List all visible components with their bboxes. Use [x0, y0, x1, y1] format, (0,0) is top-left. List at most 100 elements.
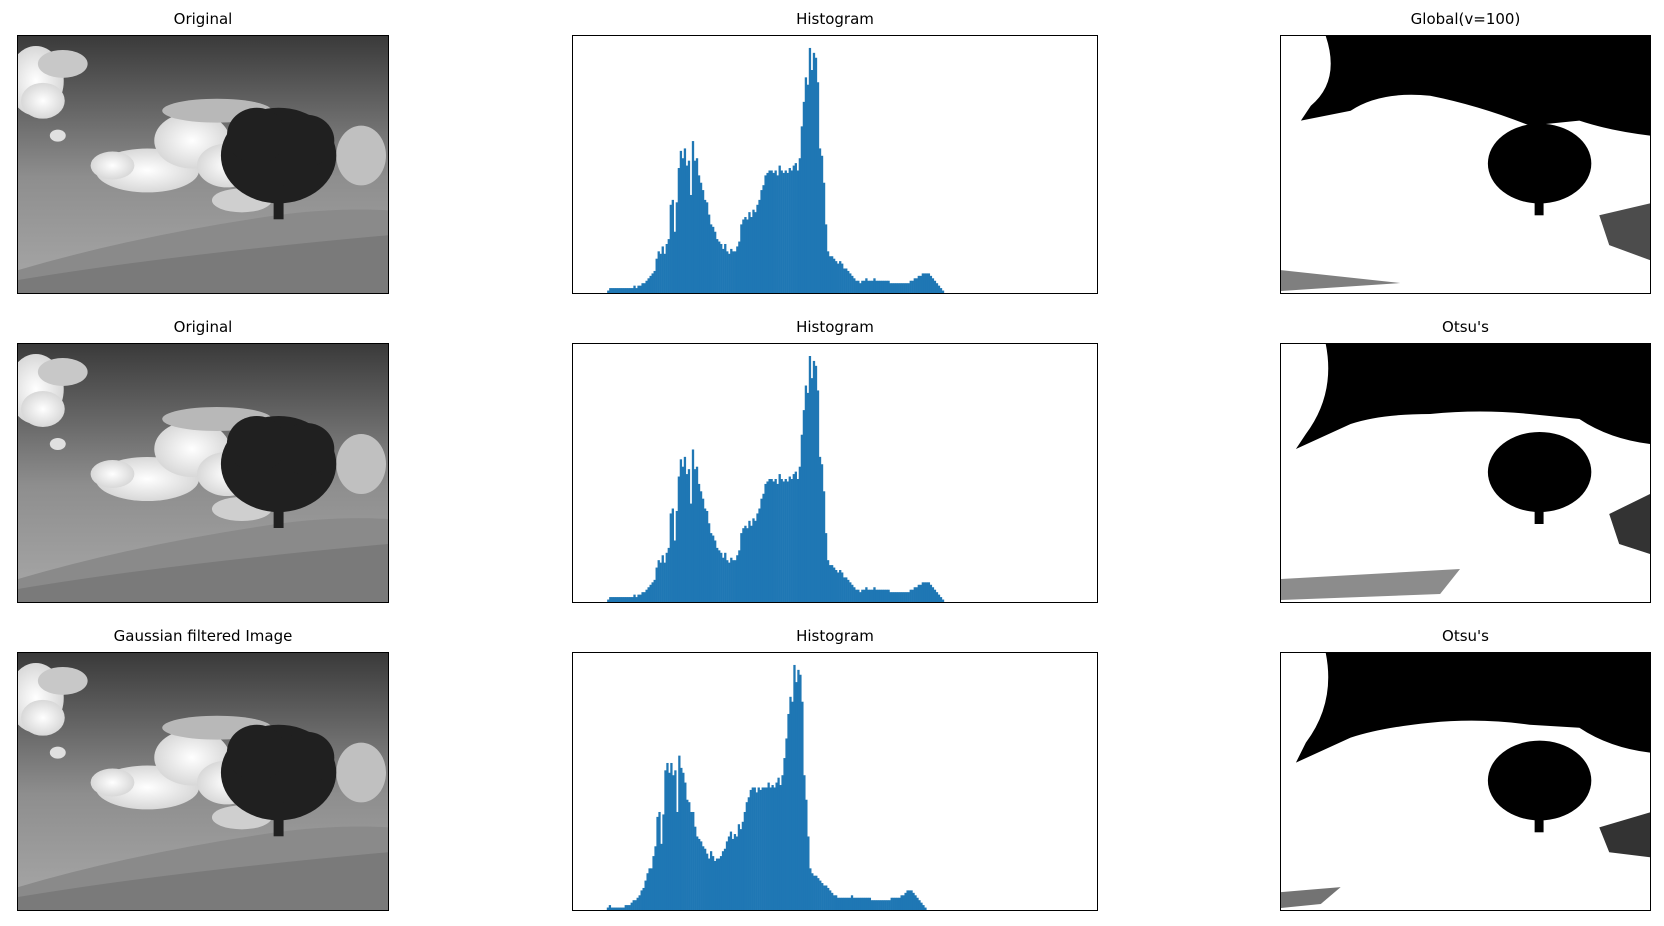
histogram-bar [743, 811, 746, 910]
histogram-bar [731, 838, 735, 910]
histogram-bar [915, 587, 918, 602]
histogram-bar [668, 772, 671, 910]
gaussian-image-panel: Gaussian filtered Image [17, 627, 389, 911]
histogram-bar [920, 902, 923, 910]
histogram-bar [700, 841, 703, 910]
histogram-bar [623, 597, 626, 602]
binary-image [1280, 35, 1651, 294]
histogram-bar [823, 885, 826, 910]
histogram-bar [739, 829, 743, 910]
histogram-bar [901, 592, 904, 602]
histogram-bar [730, 557, 733, 602]
histogram-bar [801, 701, 804, 910]
histogram-bar [657, 560, 660, 602]
histogram-bar [824, 224, 828, 293]
histogram-bar [913, 587, 916, 602]
histogram-bar [683, 148, 687, 293]
histogram-bar [646, 873, 649, 910]
histogram-bar [770, 170, 773, 293]
histogram-bar [692, 811, 695, 910]
histogram-bar [853, 587, 856, 602]
histogram-bar [795, 682, 798, 910]
histogram-bar [714, 231, 717, 293]
histogram-bar [885, 280, 888, 293]
photo-svg [18, 36, 388, 293]
histogram-bar [768, 170, 771, 293]
histogram-bar [640, 890, 643, 910]
histogram-bar [869, 589, 872, 602]
original-image-panel-1: Original [17, 10, 389, 294]
histogram-bar [742, 528, 745, 602]
histogram-bar [794, 471, 797, 602]
histogram-bar [641, 283, 644, 293]
panel-title: Original [173, 10, 233, 28]
histogram-bar [812, 52, 816, 293]
histogram-bar [818, 456, 822, 602]
histogram-bar [865, 587, 868, 602]
panel-title: Otsu's [1442, 318, 1489, 336]
histogram-bar [911, 589, 914, 602]
histogram-bar [813, 875, 816, 910]
histogram-bar [752, 518, 755, 602]
histogram-bar [673, 231, 677, 293]
histogram-bar [880, 900, 883, 910]
histogram-bar [713, 860, 717, 910]
histogram-bar [912, 892, 915, 910]
histogram-bar [796, 479, 799, 602]
histogram-bar [810, 378, 814, 602]
histogram-bar [609, 597, 612, 602]
histogram-bar [847, 270, 850, 293]
histogram-bar [827, 887, 830, 910]
histogram-bar [735, 836, 739, 910]
histogram-bar [609, 288, 612, 293]
histogram-bar [666, 762, 669, 910]
histogram-bar [877, 589, 880, 602]
histogram-bar [736, 555, 739, 602]
histogram-bar [814, 57, 818, 293]
histogram-bar [631, 597, 634, 602]
histogram-bar [697, 175, 701, 293]
histogram-bar [914, 895, 917, 910]
histogram-bar [903, 283, 906, 293]
histogram-bar [905, 592, 908, 602]
histogram-bar [621, 597, 624, 602]
histogram-bar [859, 283, 862, 293]
histogram-bar [751, 787, 754, 910]
histogram-bar [937, 594, 941, 602]
histogram-bar [613, 597, 616, 602]
histogram-bar [824, 533, 828, 602]
histogram-bar [800, 126, 804, 293]
histogram-bar [901, 283, 904, 293]
histogram-bar [786, 481, 789, 602]
histogram-bar [858, 897, 862, 910]
histogram-bar [784, 479, 787, 602]
histogram-bar [705, 202, 709, 293]
histogram-bar [897, 283, 900, 293]
histogram-bar [763, 787, 766, 910]
histogram-bar [675, 202, 679, 293]
histogram-bar [677, 476, 681, 602]
histogram-bar [925, 273, 929, 293]
histogram-bar [869, 280, 872, 293]
histogram-bar [835, 570, 838, 602]
histogram-bar [769, 787, 772, 910]
histogram-bar [790, 479, 793, 602]
histogram-bar [771, 785, 774, 910]
histogram-bar [888, 900, 891, 910]
histogram-bar [709, 851, 713, 910]
histogram-bar [835, 261, 838, 293]
histogram-bar [917, 584, 920, 602]
histogram-bar [669, 204, 672, 293]
histogram-bar [774, 479, 777, 602]
histogram-bar [610, 907, 614, 910]
histogram-bar [717, 858, 721, 910]
histogram-bar [818, 148, 822, 293]
histogram-bar [738, 550, 741, 602]
histogram-bar [889, 592, 892, 602]
histogram-bar [693, 469, 697, 602]
histogram-bar [701, 498, 705, 602]
histogram-bar [915, 278, 918, 293]
histogram-bar [784, 170, 787, 293]
histogram-bar [817, 878, 820, 910]
histogram-bar [654, 846, 657, 910]
